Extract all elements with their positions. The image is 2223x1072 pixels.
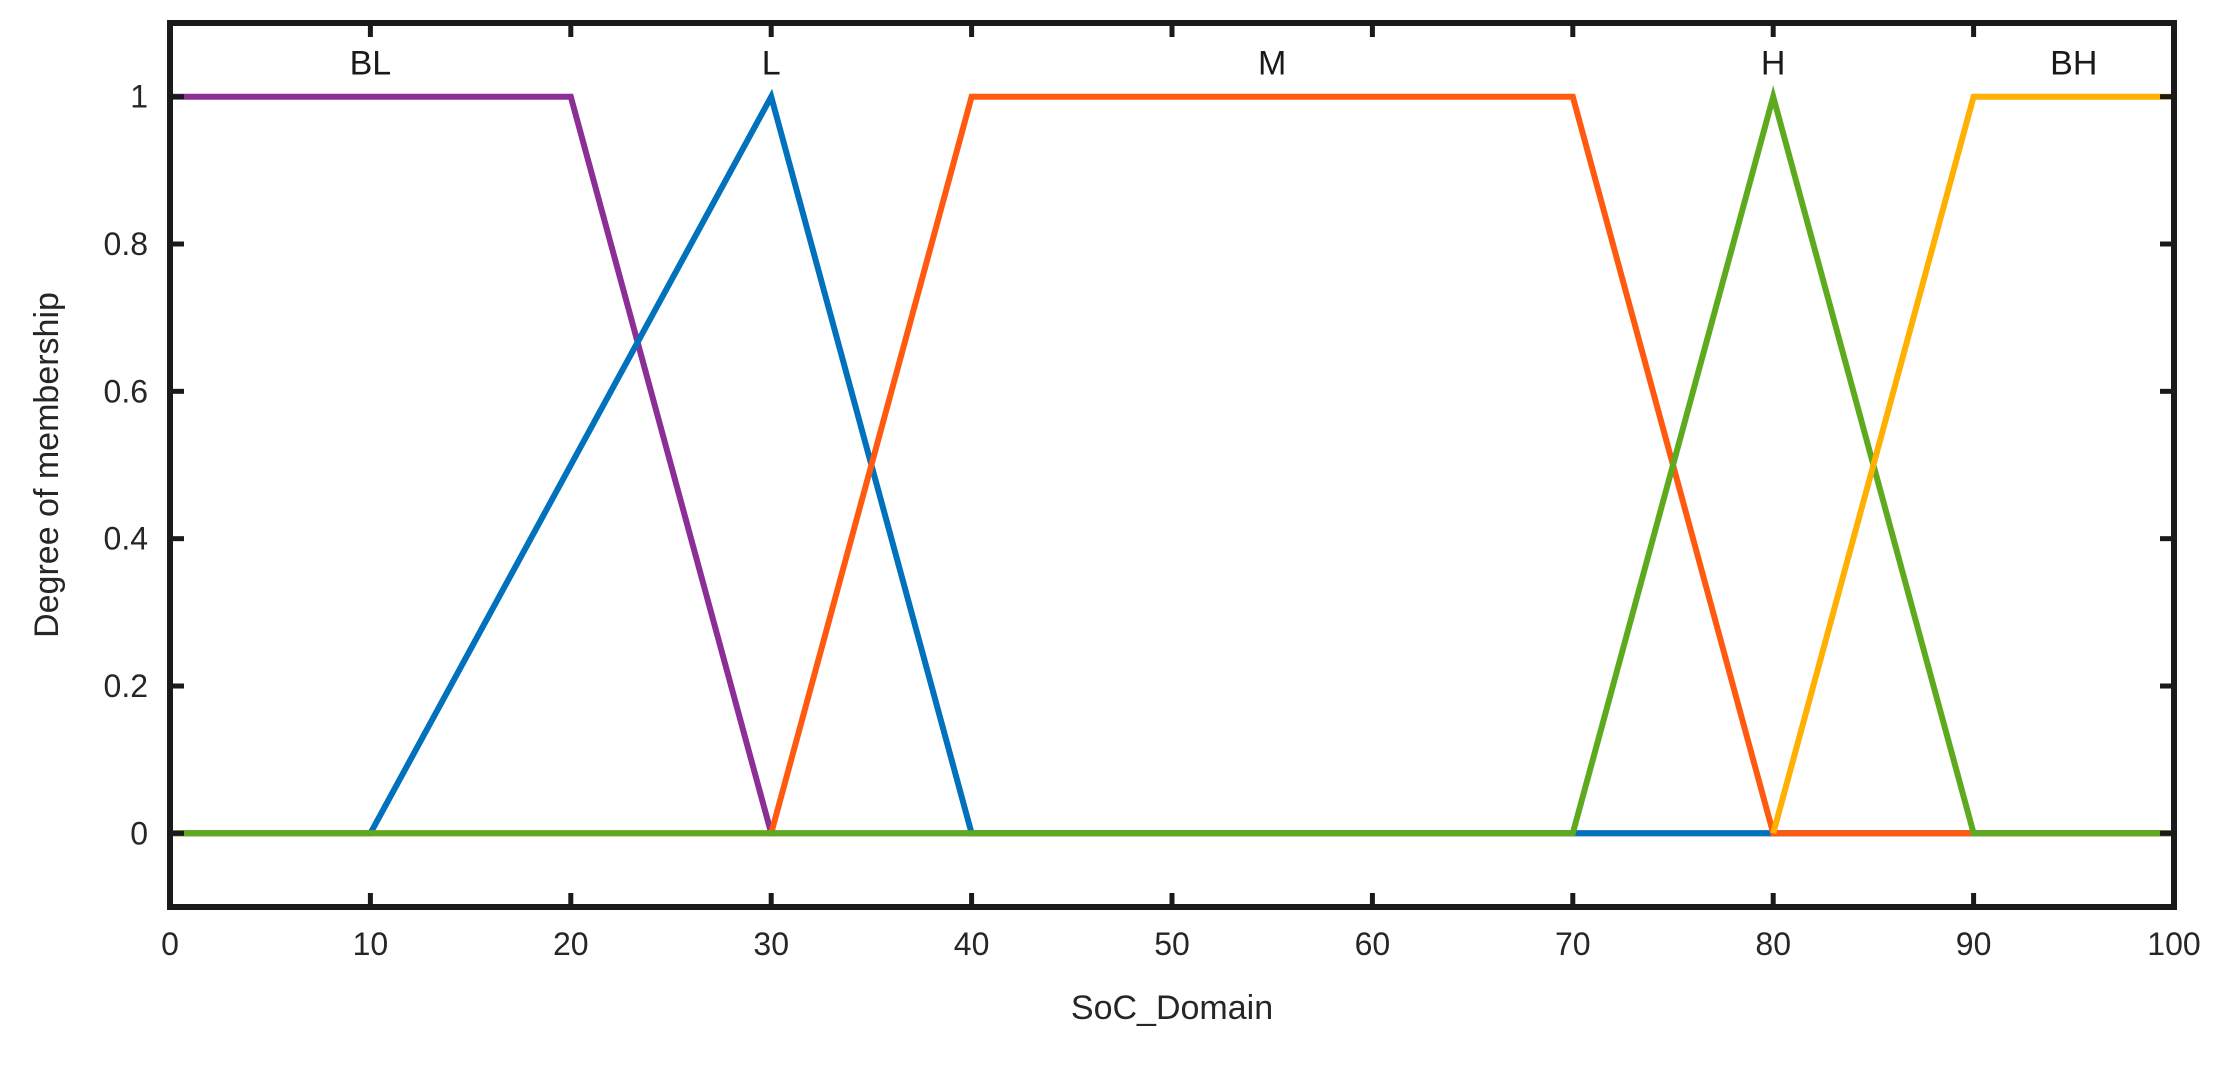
y-tick-label: 1 (130, 79, 148, 115)
y-axis-label: Degree of membership (28, 292, 66, 638)
mf-label-bh: BH (2050, 45, 2097, 83)
y-tick-label: 0 (130, 815, 148, 851)
x-tick-label: 100 (2147, 926, 2200, 962)
x-tick-label: 10 (353, 926, 389, 962)
mf-label-l: L (762, 45, 781, 83)
mf-label-h: H (1761, 45, 1786, 83)
plot-frame (167, 20, 2177, 910)
series-line-bh (1770, 93, 2174, 835)
x-tick-label: 40 (954, 926, 990, 962)
x-tick-label: 0 (161, 926, 179, 962)
mf-labels-layer: BL L M H BH (350, 45, 2098, 83)
mf-label-bl: BL (350, 45, 392, 83)
y-tick-label: 0.8 (104, 226, 148, 262)
series-line-h (170, 85, 2174, 837)
x-tick-label: 30 (753, 926, 789, 962)
y-tick-label: 0.4 (104, 521, 148, 557)
x-tick-label: 90 (1956, 926, 1992, 962)
x-axis-label: SoC_Domain (1071, 989, 1273, 1027)
x-tick-label: 20 (553, 926, 589, 962)
x-tick-label: 70 (1555, 926, 1591, 962)
y-tick-label: 0.2 (104, 668, 148, 704)
x-tick-label: 80 (1755, 926, 1791, 962)
y-tick-label: 0.6 (104, 373, 148, 409)
ticks-layer: 0 10 20 30 40 50 60 70 80 90 100 0 0.2 0.4 0.6 0.8 1 (104, 23, 2201, 962)
x-tick-label: 60 (1355, 926, 1391, 962)
x-tick-label: 50 (1154, 926, 1190, 962)
series-layer (170, 85, 2174, 837)
mf-label-m: M (1258, 45, 1286, 83)
